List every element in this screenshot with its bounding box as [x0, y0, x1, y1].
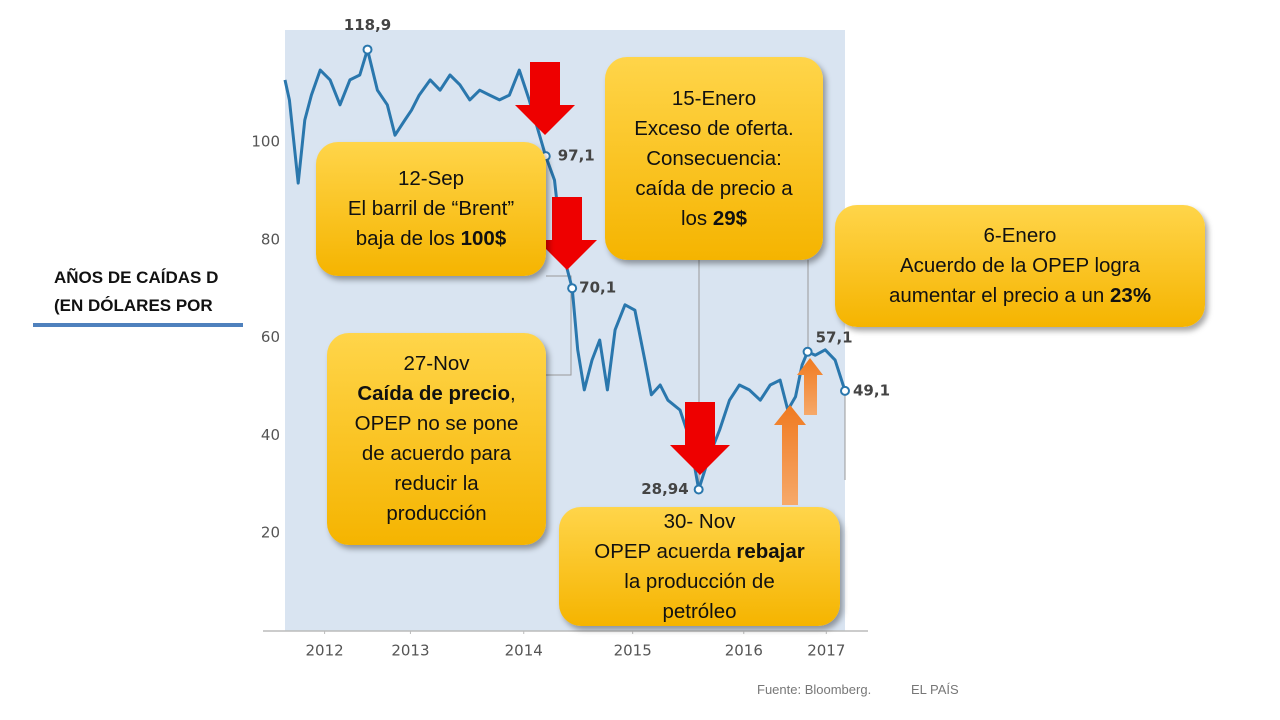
callout-line: petróleo [559, 597, 840, 627]
header-line: AÑOS DE CAÍDAS D [54, 268, 219, 287]
callout-line: 12-Sep [316, 164, 546, 194]
point-label: 97,1 [558, 147, 595, 165]
point-label: 49,1 [853, 381, 890, 399]
callout-line: reducir la [327, 469, 546, 499]
callout-line: Acuerdo de la OPEP logra [835, 251, 1205, 281]
callout-text: 6-Enero [983, 224, 1057, 247]
callout-line: baja de los 100$ [316, 224, 546, 254]
callout-line: caída de precio a [605, 174, 823, 204]
callout-text: Acuerdo de la OPEP logra [899, 254, 1141, 277]
callout-text: los [680, 206, 713, 230]
point-label: 118,9 [344, 16, 391, 34]
callout-text: 29$ [712, 206, 748, 230]
source: Fuente: Bloomberg. [757, 682, 872, 697]
callout-text: OPEP no se pone [354, 412, 519, 435]
point-marker [362, 44, 373, 55]
callout-line: Exceso de oferta. [605, 114, 823, 144]
callout: 15-Enero Exceso de oferta. Consecuencia: ca… [605, 57, 823, 260]
callout-line: El barril de “Brent” [316, 194, 546, 224]
brand: EL PAÍS [911, 682, 959, 697]
callout-text: 12-Sep [397, 167, 465, 190]
header-line: (EN DÓLARES POR [54, 296, 213, 315]
point-label: 28,94 [641, 480, 688, 498]
callout-text: petróleo [662, 599, 737, 623]
callout-line: 27-Nov [327, 349, 546, 379]
header-rule [33, 323, 243, 327]
callout-text: de acuerdo para [361, 442, 512, 465]
point-label: 57,1 [816, 328, 853, 346]
y-tick-label: 60 [261, 328, 280, 346]
callout-text: 100$ [460, 227, 507, 250]
callout-text: El barril de “Brent” [347, 197, 515, 220]
callout-text: 30- Nov [663, 509, 736, 533]
connector [546, 275, 572, 376]
callout-line: los 29$ [605, 204, 823, 234]
callout-line: OPEP acuerda rebajar [559, 537, 840, 567]
y-tick-label: 80 [261, 230, 280, 248]
callout-line: 15-Enero [605, 84, 823, 114]
x-tick-label: 2013 [391, 642, 429, 660]
callout-text: , [509, 382, 516, 405]
callout-text: aumentar el precio a un [888, 284, 1111, 307]
callout-text: producción [386, 502, 487, 525]
callout-text: baja de los [355, 227, 461, 250]
callout-text: OPEP acuerda [594, 539, 737, 563]
callout-line: aumentar el precio a un 23% [835, 281, 1205, 311]
callout: 27-Nov Caída de precio, OPEP no se pone de … [327, 333, 546, 545]
callout-text: Caída de precio [357, 382, 510, 405]
callout-text: 23% [1110, 284, 1152, 307]
point-marker [693, 484, 704, 495]
callout: 12-Sep El barril de “Brent” baja de los 10… [316, 142, 546, 276]
x-tick-label: 2016 [725, 642, 763, 660]
callout-text: Exceso de oferta. [634, 116, 794, 140]
callout-line: producción [327, 499, 546, 529]
callout-line: Caída de precio, [327, 379, 546, 409]
callout-text: caída de precio a [635, 176, 793, 200]
point-marker [840, 385, 850, 396]
y-tick-label: 100 [251, 133, 280, 151]
callout-text: reducir la [394, 472, 479, 495]
callout-line: 30- Nov [559, 507, 840, 537]
callout-line: de acuerdo para [327, 439, 546, 469]
callout-line: la producción de [559, 567, 840, 597]
callout-line: 6-Enero [835, 221, 1205, 251]
x-tick-label: 2014 [505, 642, 543, 660]
y-tick-label: 20 [261, 524, 280, 542]
point-label: 70,1 [579, 279, 616, 297]
x-tick-label: 2015 [614, 642, 652, 660]
x-tick-label: 2012 [306, 642, 344, 660]
callout-text: 27-Nov [403, 352, 470, 375]
axis-bg [243, 30, 285, 631]
callout-line: OPEP no se pone [327, 409, 546, 439]
callout: 6-Enero Acuerdo de la OPEP logra aumentar … [835, 205, 1205, 327]
callout: 30- Nov OPEP acuerda rebajar la producción… [559, 507, 840, 626]
point-marker [567, 283, 578, 294]
y-tick-label: 40 [261, 426, 280, 444]
callout-text: rebajar [736, 539, 805, 563]
callout-text: Consecuencia: [646, 146, 782, 170]
x-tick-label: 2017 [807, 642, 845, 660]
callout-line: Consecuencia: [605, 144, 823, 174]
callout-text: la producción de [624, 569, 775, 593]
point-marker [802, 346, 813, 357]
callout-text: 15-Enero [671, 86, 757, 110]
